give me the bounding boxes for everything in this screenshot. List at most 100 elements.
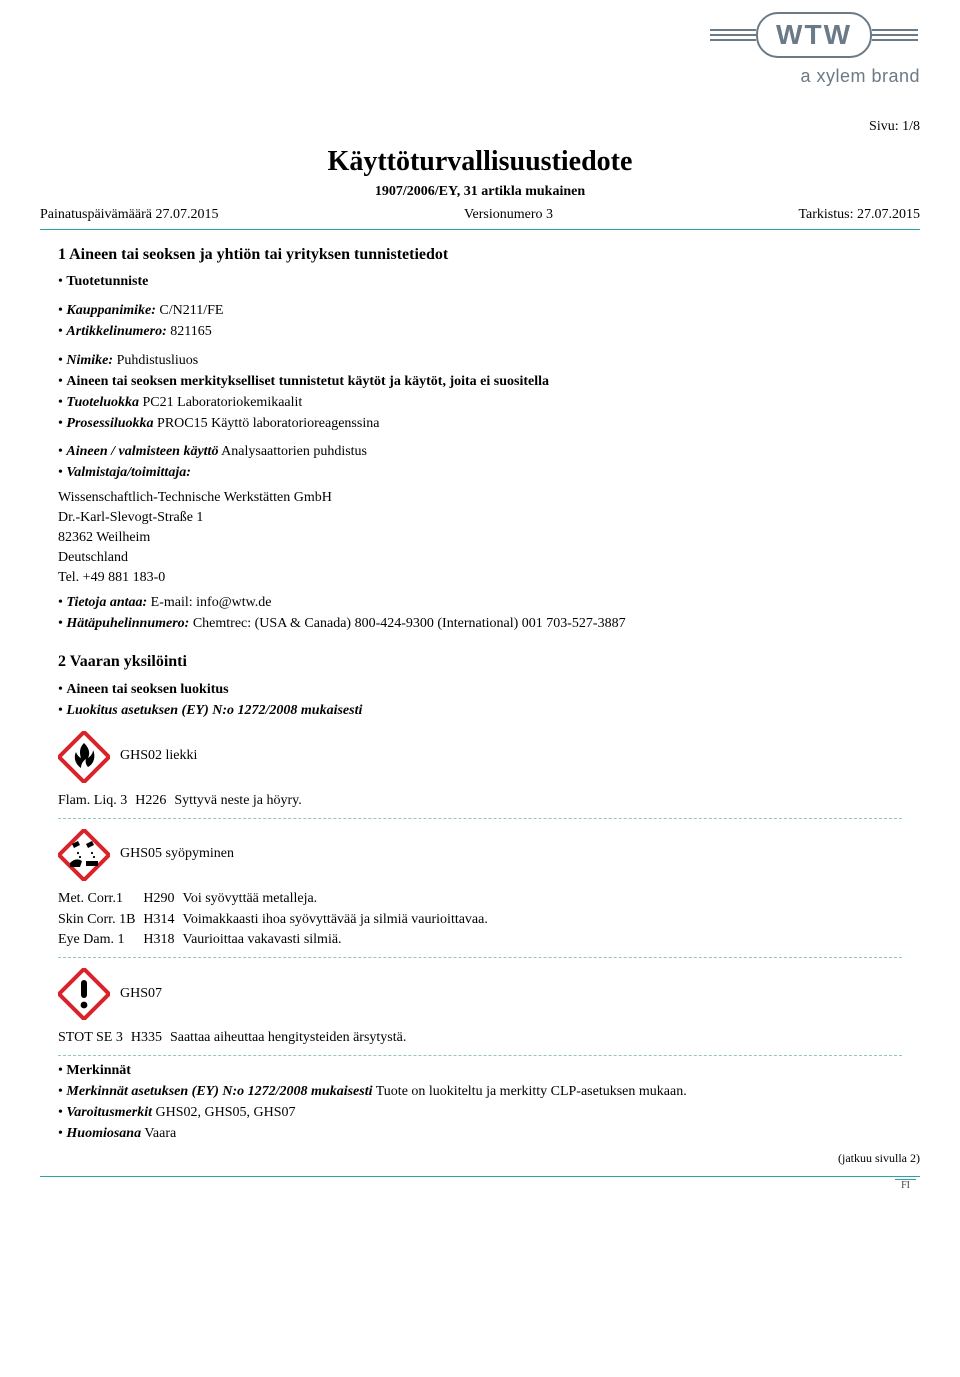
ghs05-text: GHS05 syöpyminen — [120, 845, 234, 864]
divider — [40, 1176, 920, 1177]
product-class-row: • Tuoteluokka PC21 Laboratoriokemikaalit — [58, 394, 920, 413]
product-class-value: PC21 Laboratoriokemikaalit — [139, 395, 302, 410]
hazard-class: Flam. Liq. 3 — [58, 791, 135, 812]
uses-label: Aineen tai seoksen merkitykselliset tunn… — [66, 374, 549, 389]
use-label: Aineen / valmisteen käyttö — [66, 444, 218, 459]
wtw-logo: WTW — [756, 12, 872, 58]
print-date: Painatuspäivämäärä 27.07.2015 — [40, 206, 218, 225]
hazard-statement: Saattaa aiheuttaa hengitysteiden ärsytys… — [170, 1028, 414, 1049]
hazard-statement: Syttyvä neste ja höyry. — [174, 791, 309, 812]
ghs02-flame-icon — [58, 731, 110, 783]
ghs07-exclam-icon — [58, 968, 110, 1020]
supplier-line: Dr.-Karl-Slevogt-Straße 1 — [58, 509, 920, 528]
ghs07-text: GHS07 — [120, 985, 162, 1004]
trade-name-value: C/N211/FE — [156, 303, 224, 318]
classification-row: • Aineen tai seoksen luokitus — [58, 681, 920, 700]
ghs02-text: GHS02 liekki — [120, 747, 197, 766]
process-class-value: PROC15 Käyttö laboratorioreagenssina — [154, 416, 380, 431]
section2-heading: 2 Vaaran yksilöinti — [40, 651, 920, 673]
hazard-statement: Vaurioittaa vakavasti silmiä. — [183, 930, 496, 951]
info-label: Tietoja antaa: — [66, 595, 147, 610]
supplier-line: Tel. +49 881 183-0 — [58, 569, 920, 588]
supplier-row: • Valmistaja/toimittaja: — [58, 464, 920, 483]
hazard-code: H318 — [143, 930, 182, 951]
version-number: Versionumero 3 — [464, 206, 553, 225]
supplier-line: Deutschland — [58, 549, 920, 568]
clp-class-row: • Luokitus asetuksen (EY) N:o 1272/2008 … — [58, 702, 920, 721]
name-label: Nimike: — [66, 353, 113, 368]
dash-divider — [58, 957, 902, 958]
meta-row: Painatuspäivämäärä 27.07.2015 Versionume… — [40, 206, 920, 225]
hazard-row: Skin Corr. 1B H314 Voimakkaasti ihoa syö… — [58, 910, 496, 931]
sds-page: WTW a xylem brand Sivu: 1/8 Käyttöturval… — [0, 0, 960, 1212]
process-class-row: • Prosessiluokka PROC15 Käyttö laborator… — [58, 415, 920, 434]
hazard-row: STOT SE 3 H335 Saattaa aiheuttaa hengity… — [58, 1028, 414, 1049]
ghs07-table: STOT SE 3 H335 Saattaa aiheuttaa hengity… — [58, 1028, 414, 1049]
emergency-label: Hätäpuhelinnumero: — [66, 616, 189, 631]
trade-name-label: Kauppanimike: — [66, 303, 155, 318]
name-row: • Nimike: Puhdistusliuos — [58, 352, 920, 371]
ghs05-corrosion-icon — [58, 829, 110, 881]
ghs02-row: GHS02 liekki — [58, 731, 920, 783]
hazard-class: Met. Corr.1 — [58, 889, 143, 910]
label-elements-row: • Merkinnät — [58, 1062, 920, 1081]
supplier-line: 82362 Weilheim — [58, 529, 920, 548]
document-title: Käyttöturvallisuustiedote — [40, 143, 920, 181]
supplier-label: Valmistaja/toimittaja: — [66, 465, 190, 480]
ghs05-row: GHS05 syöpyminen — [58, 829, 920, 881]
hazard-code: H290 — [143, 889, 182, 910]
uses-row: • Aineen tai seoksen merkitykselliset tu… — [58, 373, 920, 392]
dash-divider — [58, 818, 902, 819]
product-identifier: • Tuotetunniste — [58, 273, 920, 292]
hazard-row: Met. Corr.1 H290 Voi syövyttää metalleja… — [58, 889, 496, 910]
article-number-label: Artikkelinumero: — [66, 324, 166, 339]
name-value: Puhdistusliuos — [113, 353, 198, 368]
hazard-statement: Voimakkaasti ihoa syövyttävää ja silmiä … — [183, 910, 496, 931]
hazard-class: Skin Corr. 1B — [58, 910, 143, 931]
continued-note: (jatkuu sivulla 2) — [40, 1150, 920, 1166]
article-number-row: • Artikkelinumero: 821165 — [58, 323, 920, 342]
supplier-line: Wissenschaftlich-Technische Werkstätten … — [58, 489, 920, 508]
hazard-class: Eye Dam. 1 — [58, 930, 143, 951]
pictograms-label: Varoitusmerkit — [66, 1105, 152, 1120]
info-row: • Tietoja antaa: E-mail: info@wtw.de — [58, 594, 920, 613]
hazard-row: Flam. Liq. 3 H226 Syttyvä neste ja höyry… — [58, 791, 310, 812]
info-value: E-mail: info@wtw.de — [147, 595, 271, 610]
product-class-label: Tuoteluokka — [66, 395, 139, 410]
use-row: • Aineen / valmisteen käyttö Analysaatto… — [58, 443, 920, 462]
supplier-address: Wissenschaftlich-Technische Werkstätten … — [40, 489, 920, 587]
signal-word-label: Huomiosana — [66, 1126, 141, 1141]
hazard-class: STOT SE 3 — [58, 1028, 131, 1049]
revision-date: Tarkistus: 27.07.2015 — [798, 206, 920, 225]
classification-label: Aineen tai seoksen luokitus — [66, 682, 228, 697]
emergency-row: • Hätäpuhelinnumero: Chemtrec: (USA & Ca… — [58, 615, 920, 634]
ghs05-table: Met. Corr.1 H290 Voi syövyttää metalleja… — [58, 889, 496, 952]
signal-word-row: • Huomiosana Vaara — [58, 1125, 920, 1144]
label-clp-value: Tuote on luokiteltu ja merkitty CLP-aset… — [373, 1084, 687, 1099]
hazard-statement: Voi syövyttää metalleja. — [183, 889, 496, 910]
hazard-code: H335 — [131, 1028, 170, 1049]
clp-class-label: Luokitus asetuksen (EY) N:o 1272/2008 mu… — [66, 703, 362, 718]
ghs02-table: Flam. Liq. 3 H226 Syttyvä neste ja höyry… — [58, 791, 310, 812]
hazard-code: H314 — [143, 910, 182, 931]
divider — [40, 229, 920, 230]
use-value: Analysaattorien puhdistus — [218, 444, 367, 459]
lang-tag: FI — [40, 1179, 920, 1193]
label-clp-label: Merkinnät asetuksen (EY) N:o 1272/2008 m… — [66, 1084, 372, 1099]
dash-divider — [58, 1055, 902, 1056]
hazard-code: H226 — [135, 791, 174, 812]
signal-word-value: Vaara — [141, 1126, 176, 1141]
process-class-label: Prosessiluokka — [66, 416, 153, 431]
hazard-row: Eye Dam. 1 H318 Vaurioittaa vakavasti si… — [58, 930, 496, 951]
pictograms-value: GHS02, GHS05, GHS07 — [152, 1105, 296, 1120]
brand-block: WTW a xylem brand — [40, 12, 920, 88]
ghs07-row: GHS07 — [58, 968, 920, 1020]
label-clp-row: • Merkinnät asetuksen (EY) N:o 1272/2008… — [58, 1083, 920, 1102]
section1-heading: 1 Aineen tai seoksen ja yhtiön tai yrity… — [40, 244, 920, 266]
product-identifier-label: Tuotetunniste — [66, 274, 148, 289]
label-elements-label: Merkinnät — [66, 1063, 131, 1078]
emergency-value: Chemtrec: (USA & Canada) 800-424-9300 (I… — [189, 616, 625, 631]
pictograms-row: • Varoitusmerkit GHS02, GHS05, GHS07 — [58, 1104, 920, 1123]
trade-name-row: • Kauppanimike: C/N211/FE — [58, 302, 920, 321]
article-number-value: 821165 — [167, 324, 212, 339]
